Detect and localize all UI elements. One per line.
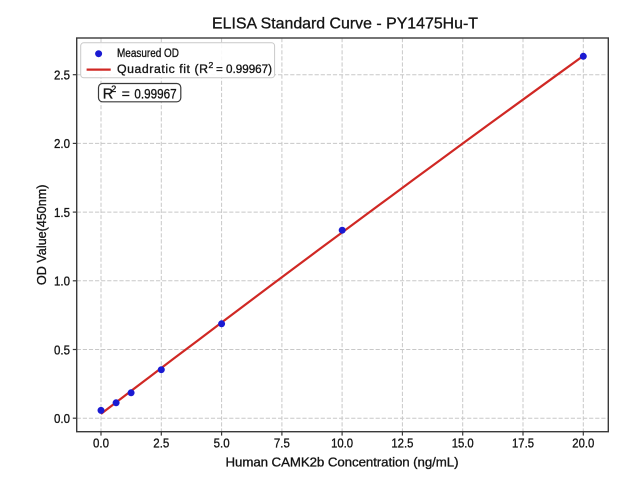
svg-text:=: = (122, 86, 130, 101)
svg-text:5.0: 5.0 (214, 436, 230, 451)
svg-text:1.0: 1.0 (54, 274, 70, 289)
svg-text:0.0: 0.0 (93, 436, 109, 451)
svg-text:2: 2 (111, 84, 116, 94)
svg-text:Human CAMK2b Concentration (ng: Human CAMK2b Concentration (ng/mL) (226, 455, 459, 470)
svg-text:15.0: 15.0 (452, 436, 474, 451)
svg-text:2.5: 2.5 (54, 68, 70, 83)
svg-text:7.5: 7.5 (274, 436, 290, 451)
svg-text:12.5: 12.5 (391, 436, 413, 451)
svg-text:20.0: 20.0 (572, 436, 594, 451)
svg-text:10.0: 10.0 (331, 436, 353, 451)
svg-text:0.99967: 0.99967 (134, 86, 176, 101)
svg-text:ELISA Standard Curve - PY1475H: ELISA Standard Curve - PY1475Hu-T (212, 15, 478, 32)
svg-text:2.5: 2.5 (153, 436, 169, 451)
svg-text:0.0: 0.0 (54, 411, 70, 426)
svg-text:2: 2 (209, 60, 214, 70)
svg-text:Measured OD: Measured OD (117, 46, 179, 60)
svg-text:17.5: 17.5 (512, 436, 534, 451)
svg-text:= 0.99967): = 0.99967) (216, 62, 272, 76)
svg-text:1.5: 1.5 (54, 205, 70, 220)
svg-text:R: R (103, 86, 113, 102)
svg-text:0.5: 0.5 (54, 342, 70, 357)
svg-text:OD Value(450nm): OD Value(450nm) (35, 185, 49, 286)
svg-text:2.0: 2.0 (54, 136, 70, 151)
svg-text:Quadratic fit (R: Quadratic fit (R (117, 62, 208, 76)
